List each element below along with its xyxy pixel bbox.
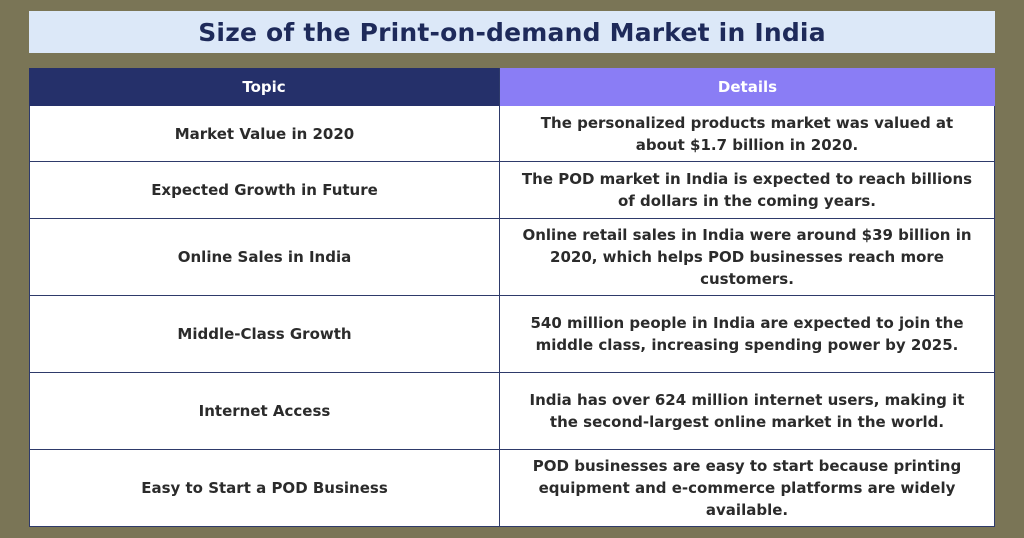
page-title: Size of the Print-on-demand Market in In… xyxy=(198,17,826,47)
table-cell-topic: Middle-Class Growth xyxy=(29,296,500,373)
table-cell-details: POD businesses are easy to start because… xyxy=(500,450,995,527)
table-cell-topic: Easy to Start a POD Business xyxy=(29,450,500,527)
title-banner: Size of the Print-on-demand Market in In… xyxy=(29,11,995,53)
column-header-topic: Topic xyxy=(29,68,500,106)
table-cell-topic: Expected Growth in Future xyxy=(29,162,500,219)
table-cell-topic: Market Value in 2020 xyxy=(29,106,500,162)
column-header-details: Details xyxy=(500,68,995,106)
table-cell-topic: Online Sales in India xyxy=(29,219,500,296)
table-cell-topic: Internet Access xyxy=(29,373,500,450)
table-cell-details: 540 million people in India are expected… xyxy=(500,296,995,373)
table-cell-details: India has over 624 million internet user… xyxy=(500,373,995,450)
table-cell-details: The POD market in India is expected to r… xyxy=(500,162,995,219)
market-table: Topic Details Market Value in 2020 The p… xyxy=(29,68,995,527)
table-cell-details: Online retail sales in India were around… xyxy=(500,219,995,296)
table-cell-details: The personalized products market was val… xyxy=(500,106,995,162)
